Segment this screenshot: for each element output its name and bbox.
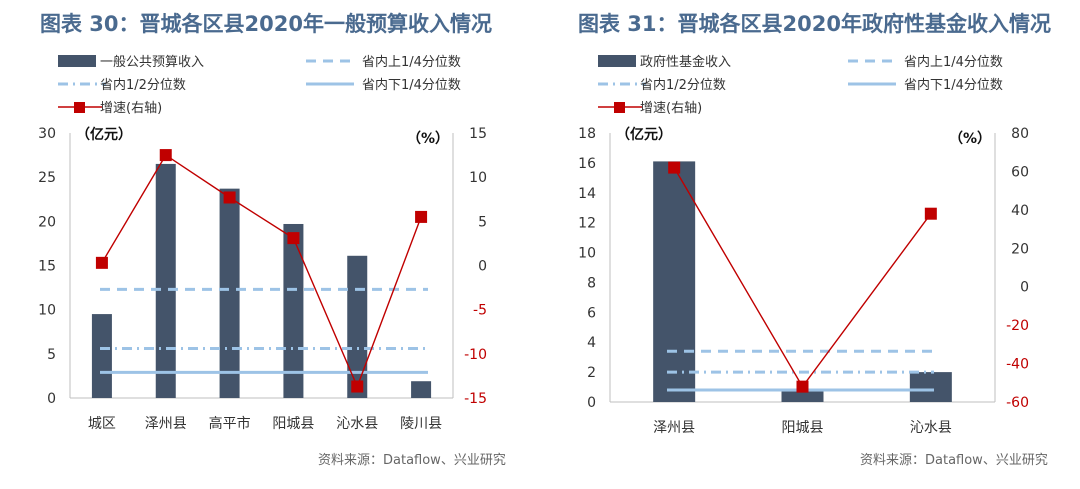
y-right-tick-label: 20	[1011, 241, 1029, 257]
y-left-tick-label: 6	[587, 305, 596, 321]
x-category-label: 高平市	[209, 415, 251, 432]
growth-rate-line	[101, 154, 422, 389]
y-left-tick-label: 20	[38, 214, 56, 230]
growth-rate-marker	[351, 380, 364, 393]
legend-label: 省内上1/4分位数	[904, 54, 1003, 70]
y-left-tick-label: 5	[47, 347, 56, 363]
x-category-label: 沁水县	[336, 416, 378, 432]
growth-rate-marker	[287, 232, 300, 245]
right-axis-unit: （%）	[407, 131, 449, 147]
y-right-tick-label: 0	[478, 259, 487, 275]
y-right-tick-label: 60	[1011, 164, 1029, 180]
bar	[91, 314, 112, 398]
y-left-tick-label: 16	[578, 156, 596, 172]
y-left-tick-label: 18	[578, 126, 596, 142]
y-left-tick-label: 25	[38, 170, 56, 186]
legend-label: 一般公共预算收入	[100, 54, 204, 70]
y-left-tick-label: 4	[587, 335, 596, 351]
growth-rate-marker	[924, 207, 937, 220]
y-right-tick-label: -15	[464, 391, 487, 407]
source-note: 资料来源：Dataflow、兴业研究	[318, 453, 506, 468]
y-left-tick-label: 12	[578, 216, 596, 232]
y-right-tick-label: -40	[1006, 357, 1029, 373]
bar	[411, 381, 432, 398]
left-axis-unit: （亿元）	[76, 126, 132, 143]
y-left-tick-label: 30	[38, 126, 56, 142]
growth-rate-marker	[159, 149, 172, 162]
bar	[155, 163, 176, 398]
legend-swatch-marker	[614, 102, 625, 113]
growth-rate-marker	[415, 210, 428, 223]
legend-label: 增速(右轴)	[640, 101, 702, 116]
chart-panel-government-fund: 图表 31：晋城各区县2020年政府性基金收入情况 0 2 4 6 8 10 12 14 16 1…	[540, 0, 1080, 489]
bar	[347, 255, 368, 398]
y-left-tick-label: 8	[587, 275, 596, 291]
bar	[781, 391, 824, 402]
y-right-tick-label: -20	[1006, 318, 1029, 334]
y-left-tick-label: 0	[47, 391, 56, 407]
x-category-label: 泽州县	[145, 416, 187, 432]
y-left-tick-label: 10	[38, 303, 56, 319]
bar	[653, 161, 696, 402]
y-left-tick-label: 0	[587, 395, 596, 411]
legend-label: 省内1/2分位数	[640, 77, 726, 93]
y-right-tick-label: 40	[1011, 203, 1029, 219]
growth-rate-marker	[668, 161, 681, 174]
x-category-label: 阳城县	[782, 420, 824, 436]
source-note: 资料来源：Dataflow、兴业研究	[860, 453, 1048, 468]
legend-swatch-bar	[58, 55, 96, 67]
chart-title: 图表 31：晋城各区县2020年政府性基金收入情况	[578, 12, 1051, 36]
y-right-tick-label: 15	[469, 126, 487, 142]
y-left-tick-label: 14	[578, 186, 596, 202]
growth-rate-marker	[796, 380, 809, 393]
right-axis-unit: （%）	[949, 131, 991, 147]
bar	[283, 223, 304, 398]
y-right-tick-label: 10	[469, 170, 487, 186]
growth-rate-line	[673, 167, 932, 388]
legend-label: 省内1/2分位数	[100, 77, 186, 93]
x-category-label: 陵川县	[400, 416, 442, 432]
x-category-label: 城区	[88, 416, 116, 432]
bar	[909, 372, 952, 402]
y-right-tick-label: 5	[478, 214, 487, 230]
y-right-tick-label: -10	[464, 347, 487, 363]
y-left-tick-label: 2	[587, 365, 596, 381]
legend-swatch-marker	[74, 102, 85, 113]
growth-rate-marker	[95, 256, 108, 269]
y-left-tick-label: 15	[38, 259, 56, 275]
growth-rate-marker	[223, 191, 236, 204]
chart-panel-general-budget: 图表 30：晋城各区县2020年一般预算收入情况 0 5 10 15 20 25 30 -15…	[38, 12, 506, 468]
x-category-label: 沁水县	[910, 420, 952, 436]
legend-label: 省内上1/4分位数	[362, 54, 461, 70]
legend-label: 政府性基金收入	[640, 54, 731, 70]
legend-swatch-bar	[598, 55, 636, 67]
y-right-tick-label: -5	[473, 303, 487, 319]
y-left-tick-label: 10	[578, 246, 596, 262]
y-right-tick-label: 0	[1020, 280, 1029, 296]
chart-title: 图表 30：晋城各区县2020年一般预算收入情况	[40, 12, 492, 36]
legend-label: 省内下1/4分位数	[904, 77, 1003, 93]
chart-plot-area: 0 5 10 15 20 25 30 -15 -10 -5 0 5 10 15 （亿元） （%） 城区 泽州县 高平…	[38, 54, 487, 432]
x-category-label: 阳城县	[272, 416, 314, 432]
y-right-tick-label: -60	[1006, 395, 1029, 411]
chart-plot-area: 0 2 4 6 8 10 12 14 16 18 -60 -40 -20 0 20 40 60 80 （亿元） （%）…	[578, 54, 1029, 436]
x-category-label: 泽州县	[653, 420, 695, 436]
left-axis-unit: （亿元）	[616, 126, 672, 143]
legend-label: 增速(右轴)	[100, 101, 162, 116]
legend-label: 省内下1/4分位数	[362, 77, 461, 93]
bar	[219, 188, 240, 398]
y-right-tick-label: 80	[1011, 126, 1029, 142]
